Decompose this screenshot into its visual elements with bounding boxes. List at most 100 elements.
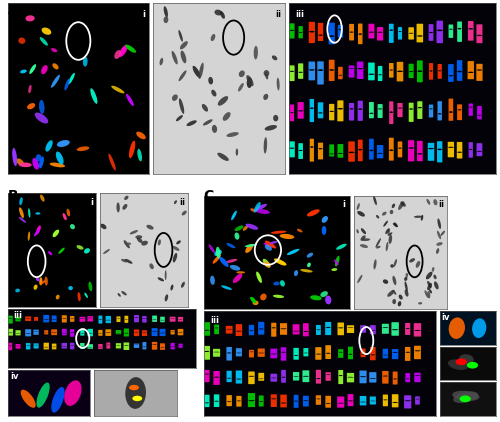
Ellipse shape — [376, 215, 380, 219]
Ellipse shape — [248, 400, 254, 401]
Ellipse shape — [180, 51, 186, 63]
Ellipse shape — [310, 146, 314, 148]
Ellipse shape — [246, 75, 254, 86]
FancyBboxPatch shape — [152, 316, 157, 322]
Ellipse shape — [318, 148, 322, 149]
Ellipse shape — [15, 289, 20, 292]
FancyBboxPatch shape — [62, 315, 67, 322]
FancyBboxPatch shape — [44, 315, 49, 322]
Ellipse shape — [348, 377, 354, 378]
FancyBboxPatch shape — [392, 371, 398, 384]
Ellipse shape — [434, 281, 438, 289]
Ellipse shape — [233, 273, 242, 283]
Ellipse shape — [78, 292, 80, 301]
FancyBboxPatch shape — [326, 396, 331, 408]
Ellipse shape — [8, 318, 12, 319]
Ellipse shape — [124, 196, 128, 200]
Ellipse shape — [142, 241, 148, 246]
Text: B: B — [8, 189, 18, 203]
Ellipse shape — [181, 282, 185, 288]
Ellipse shape — [254, 46, 258, 60]
FancyBboxPatch shape — [448, 99, 453, 121]
Ellipse shape — [227, 378, 231, 379]
FancyBboxPatch shape — [214, 371, 220, 385]
Ellipse shape — [227, 352, 232, 354]
Ellipse shape — [362, 238, 370, 241]
FancyBboxPatch shape — [429, 105, 433, 117]
Text: ii: ii — [275, 10, 281, 19]
FancyBboxPatch shape — [289, 141, 295, 157]
Ellipse shape — [226, 259, 237, 263]
FancyBboxPatch shape — [270, 374, 277, 381]
Ellipse shape — [322, 216, 328, 223]
Ellipse shape — [477, 151, 482, 152]
Ellipse shape — [429, 289, 432, 293]
FancyBboxPatch shape — [294, 348, 299, 360]
Ellipse shape — [338, 108, 343, 110]
Ellipse shape — [158, 277, 164, 281]
FancyBboxPatch shape — [298, 26, 303, 38]
Ellipse shape — [429, 32, 433, 33]
FancyBboxPatch shape — [448, 142, 454, 157]
Ellipse shape — [414, 350, 420, 352]
Ellipse shape — [124, 259, 132, 264]
Circle shape — [460, 395, 471, 402]
FancyBboxPatch shape — [338, 25, 343, 38]
Ellipse shape — [134, 317, 138, 318]
FancyBboxPatch shape — [357, 62, 364, 79]
Ellipse shape — [36, 278, 40, 281]
Ellipse shape — [272, 55, 278, 60]
Ellipse shape — [106, 332, 111, 333]
Ellipse shape — [350, 108, 354, 110]
Ellipse shape — [83, 57, 87, 67]
Ellipse shape — [41, 65, 48, 74]
FancyBboxPatch shape — [16, 344, 20, 349]
FancyBboxPatch shape — [248, 393, 255, 407]
Ellipse shape — [214, 250, 222, 256]
Ellipse shape — [424, 290, 429, 298]
FancyBboxPatch shape — [98, 316, 102, 324]
FancyBboxPatch shape — [204, 370, 210, 382]
Ellipse shape — [436, 248, 439, 254]
Ellipse shape — [386, 228, 390, 234]
Ellipse shape — [360, 376, 366, 377]
FancyBboxPatch shape — [310, 139, 314, 162]
FancyBboxPatch shape — [404, 395, 411, 408]
FancyBboxPatch shape — [106, 343, 110, 349]
FancyBboxPatch shape — [348, 141, 355, 162]
FancyBboxPatch shape — [389, 24, 394, 43]
Ellipse shape — [176, 241, 181, 244]
Ellipse shape — [448, 360, 468, 370]
Ellipse shape — [178, 332, 183, 333]
FancyBboxPatch shape — [428, 24, 434, 41]
FancyBboxPatch shape — [116, 343, 121, 349]
FancyBboxPatch shape — [368, 62, 374, 80]
FancyBboxPatch shape — [396, 62, 404, 81]
Ellipse shape — [255, 209, 270, 214]
Ellipse shape — [298, 72, 303, 73]
Ellipse shape — [264, 243, 274, 248]
Ellipse shape — [118, 293, 121, 297]
Ellipse shape — [271, 398, 276, 399]
Ellipse shape — [236, 331, 242, 332]
Ellipse shape — [376, 246, 380, 249]
Ellipse shape — [126, 94, 134, 106]
Ellipse shape — [338, 75, 342, 76]
Ellipse shape — [469, 149, 472, 150]
FancyBboxPatch shape — [178, 317, 183, 322]
Ellipse shape — [36, 212, 41, 215]
Ellipse shape — [369, 32, 374, 33]
FancyBboxPatch shape — [270, 349, 277, 358]
Ellipse shape — [226, 243, 235, 248]
Ellipse shape — [36, 225, 41, 235]
FancyBboxPatch shape — [369, 372, 376, 383]
Ellipse shape — [218, 96, 228, 106]
FancyBboxPatch shape — [258, 322, 264, 335]
Ellipse shape — [427, 281, 432, 288]
Ellipse shape — [210, 34, 216, 41]
Ellipse shape — [358, 275, 362, 283]
Ellipse shape — [406, 328, 410, 329]
Ellipse shape — [453, 392, 478, 403]
Ellipse shape — [52, 387, 64, 413]
Ellipse shape — [126, 45, 136, 53]
